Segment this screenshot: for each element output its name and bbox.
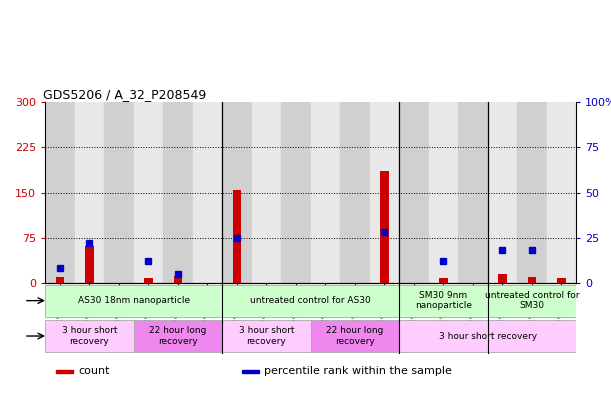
Bar — [370, 102, 399, 283]
Bar — [222, 320, 310, 352]
Bar — [557, 278, 566, 283]
Bar — [458, 102, 488, 283]
Text: 22 hour long
recovery: 22 hour long recovery — [326, 326, 384, 346]
Bar — [45, 285, 222, 317]
Bar — [517, 102, 547, 283]
Bar — [281, 102, 310, 283]
Bar — [45, 102, 75, 283]
Bar — [439, 278, 448, 283]
Bar — [311, 320, 399, 352]
Text: percentile rank within the sample: percentile rank within the sample — [264, 366, 452, 376]
Bar — [75, 102, 104, 283]
Bar — [222, 285, 399, 317]
Bar — [192, 102, 222, 283]
Bar — [134, 102, 163, 283]
Bar — [56, 370, 73, 373]
Bar — [45, 320, 134, 352]
Bar — [174, 276, 182, 283]
Bar — [380, 171, 389, 283]
Bar — [252, 102, 281, 283]
Bar — [144, 278, 153, 283]
Text: SM30 9nm
nanoparticle: SM30 9nm nanoparticle — [415, 291, 472, 310]
Text: AS30 18nm nanoparticle: AS30 18nm nanoparticle — [78, 296, 190, 305]
Bar — [399, 102, 429, 283]
Text: 3 hour short
recovery: 3 hour short recovery — [239, 326, 295, 346]
Text: untreated control for AS30: untreated control for AS30 — [251, 296, 371, 305]
Text: 22 hour long
recovery: 22 hour long recovery — [149, 326, 207, 346]
Bar — [488, 285, 576, 317]
Bar — [399, 285, 488, 317]
Bar — [222, 102, 252, 283]
Bar — [488, 102, 517, 283]
Text: 3 hour short recovery: 3 hour short recovery — [439, 332, 536, 340]
Bar — [233, 189, 241, 283]
Bar — [56, 277, 64, 283]
Text: 3 hour short
recovery: 3 hour short recovery — [62, 326, 117, 346]
Bar — [547, 102, 576, 283]
Bar — [499, 274, 507, 283]
Bar — [242, 370, 259, 373]
Text: count: count — [78, 366, 109, 376]
Bar — [311, 102, 340, 283]
Bar — [528, 277, 536, 283]
Bar — [104, 102, 134, 283]
Text: GDS5206 / A_32_P208549: GDS5206 / A_32_P208549 — [43, 88, 206, 101]
Bar — [429, 102, 458, 283]
Bar — [163, 102, 192, 283]
Bar — [340, 102, 370, 283]
Bar — [399, 320, 576, 352]
Bar — [134, 320, 222, 352]
Text: untreated control for
SM30: untreated control for SM30 — [485, 291, 579, 310]
Bar — [86, 246, 93, 283]
